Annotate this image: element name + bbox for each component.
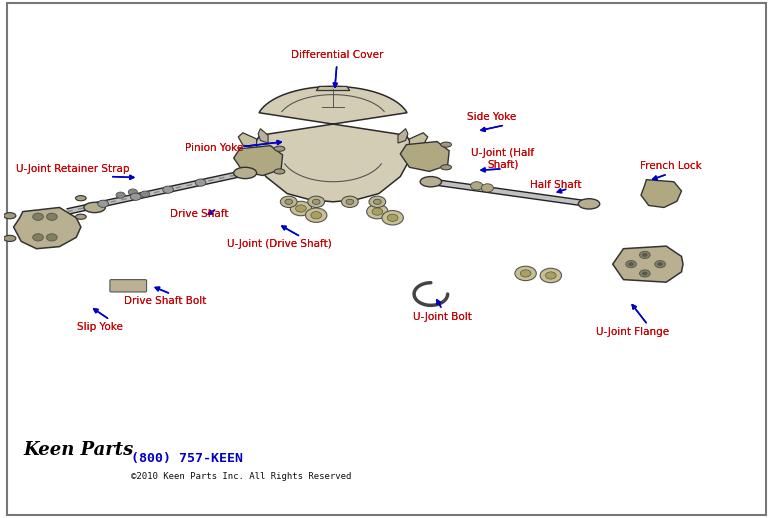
Polygon shape xyxy=(14,208,81,249)
Circle shape xyxy=(387,214,398,221)
Circle shape xyxy=(346,199,353,205)
Polygon shape xyxy=(316,87,350,91)
Circle shape xyxy=(341,196,358,208)
Circle shape xyxy=(521,270,531,277)
Ellipse shape xyxy=(440,165,451,170)
Circle shape xyxy=(481,184,494,192)
Text: U-Joint (Half
Shaft): U-Joint (Half Shaft) xyxy=(471,148,534,169)
Ellipse shape xyxy=(440,142,451,147)
Text: U-Joint Retainer Strap: U-Joint Retainer Strap xyxy=(16,164,130,174)
Circle shape xyxy=(311,211,322,219)
Ellipse shape xyxy=(274,146,285,151)
FancyBboxPatch shape xyxy=(110,280,146,292)
Text: Slip Yoke: Slip Yoke xyxy=(77,322,123,332)
Text: (800) 757-KEEN: (800) 757-KEEN xyxy=(131,452,243,465)
Text: Side Yoke: Side Yoke xyxy=(467,112,517,122)
Circle shape xyxy=(658,263,662,266)
Circle shape xyxy=(196,179,206,186)
Circle shape xyxy=(98,200,109,207)
Circle shape xyxy=(116,192,126,198)
Ellipse shape xyxy=(578,199,600,209)
Circle shape xyxy=(32,234,43,241)
Text: Differential Cover: Differential Cover xyxy=(290,50,383,61)
Text: U-Joint (Drive Shaft): U-Joint (Drive Shaft) xyxy=(227,239,332,249)
Circle shape xyxy=(626,261,637,268)
Circle shape xyxy=(654,261,665,268)
Circle shape xyxy=(296,205,306,212)
Circle shape xyxy=(372,208,383,215)
Text: French Lock: French Lock xyxy=(640,161,701,171)
Text: U-Joint Retainer Strap: U-Joint Retainer Strap xyxy=(16,164,130,174)
Ellipse shape xyxy=(4,235,16,241)
Circle shape xyxy=(373,199,381,205)
Text: Keen Parts: Keen Parts xyxy=(24,441,134,458)
Circle shape xyxy=(545,272,556,279)
Circle shape xyxy=(629,263,634,266)
Ellipse shape xyxy=(274,169,285,174)
Text: French Lock: French Lock xyxy=(640,161,701,171)
Polygon shape xyxy=(400,141,449,171)
Circle shape xyxy=(46,234,57,241)
Text: U-Joint Bolt: U-Joint Bolt xyxy=(413,312,472,322)
Text: Pinion Yoke: Pinion Yoke xyxy=(186,143,244,153)
Ellipse shape xyxy=(75,196,86,201)
Circle shape xyxy=(32,213,43,220)
Circle shape xyxy=(285,199,293,205)
Ellipse shape xyxy=(84,203,105,212)
Polygon shape xyxy=(410,133,428,148)
Text: U-Joint (Half
Shaft): U-Joint (Half Shaft) xyxy=(471,148,534,169)
Circle shape xyxy=(129,189,137,195)
Circle shape xyxy=(306,208,327,222)
Circle shape xyxy=(540,268,561,283)
Text: U-Joint Flange: U-Joint Flange xyxy=(596,327,669,337)
Circle shape xyxy=(367,205,388,219)
Circle shape xyxy=(515,266,536,281)
Circle shape xyxy=(313,199,320,205)
Circle shape xyxy=(642,272,647,275)
Ellipse shape xyxy=(420,177,441,187)
Circle shape xyxy=(639,251,650,258)
Text: Slip Yoke: Slip Yoke xyxy=(77,322,123,332)
Polygon shape xyxy=(258,128,268,143)
Text: ©2010 Keen Parts Inc. All Rights Reserved: ©2010 Keen Parts Inc. All Rights Reserve… xyxy=(131,472,351,481)
Circle shape xyxy=(470,182,483,190)
Ellipse shape xyxy=(4,212,16,219)
Circle shape xyxy=(290,202,312,215)
Text: Drive Shaft Bolt: Drive Shaft Bolt xyxy=(124,296,206,306)
Circle shape xyxy=(280,196,297,208)
Circle shape xyxy=(46,213,57,220)
Polygon shape xyxy=(253,87,413,202)
Circle shape xyxy=(382,211,403,225)
Circle shape xyxy=(369,196,386,208)
Ellipse shape xyxy=(75,214,86,219)
Ellipse shape xyxy=(233,167,256,179)
Circle shape xyxy=(130,193,141,200)
Text: Pinion Yoke: Pinion Yoke xyxy=(186,143,244,153)
Polygon shape xyxy=(398,128,408,143)
Circle shape xyxy=(140,191,149,197)
Text: Drive Shaft: Drive Shaft xyxy=(170,209,229,219)
Text: U-Joint (Drive Shaft): U-Joint (Drive Shaft) xyxy=(227,239,332,249)
Text: U-Joint Flange: U-Joint Flange xyxy=(596,327,669,337)
Circle shape xyxy=(639,270,650,277)
Polygon shape xyxy=(233,146,283,176)
Polygon shape xyxy=(641,180,681,208)
Circle shape xyxy=(162,186,173,193)
Polygon shape xyxy=(238,133,256,148)
Text: Drive Shaft: Drive Shaft xyxy=(170,209,229,219)
Text: Side Yoke: Side Yoke xyxy=(467,112,517,122)
Text: Half Shaft: Half Shaft xyxy=(531,180,582,190)
Text: Differential Cover: Differential Cover xyxy=(290,50,383,61)
Circle shape xyxy=(308,196,325,208)
Text: U-Joint Bolt: U-Joint Bolt xyxy=(413,312,472,322)
Circle shape xyxy=(642,253,647,256)
Text: Drive Shaft Bolt: Drive Shaft Bolt xyxy=(124,296,206,306)
Polygon shape xyxy=(613,246,683,282)
Text: Half Shaft: Half Shaft xyxy=(531,180,582,190)
